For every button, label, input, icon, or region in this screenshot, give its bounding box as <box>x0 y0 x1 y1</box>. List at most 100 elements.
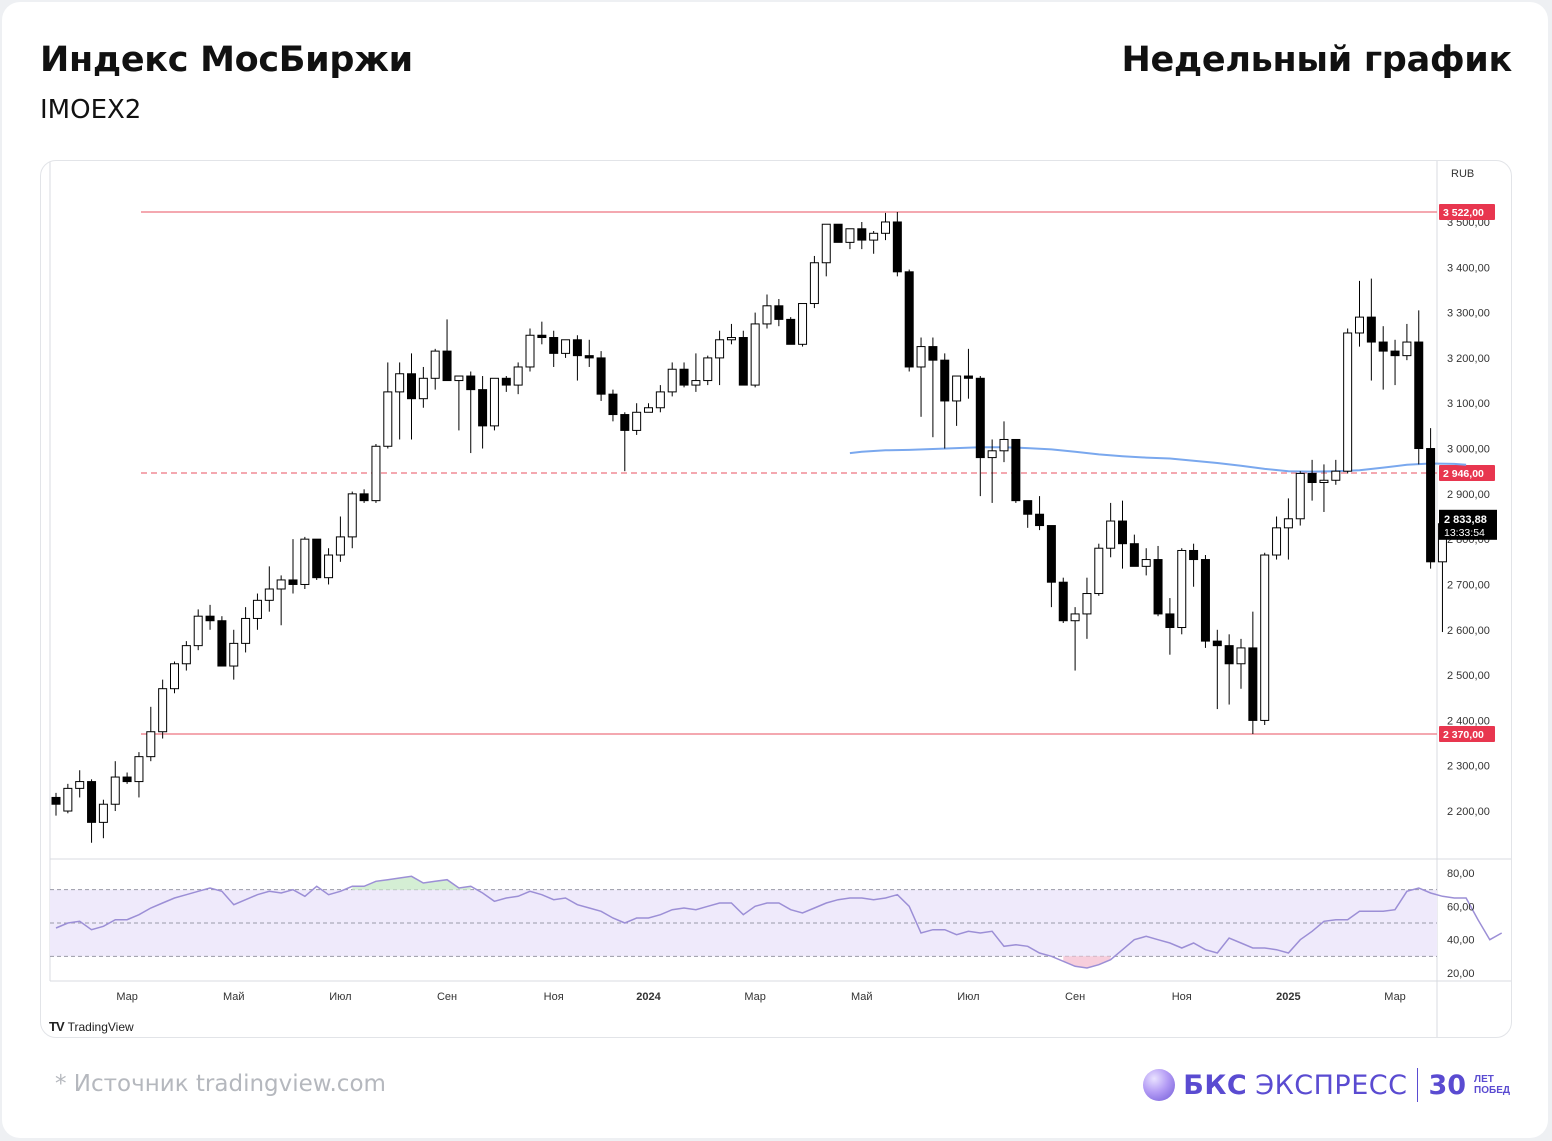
candle-body <box>762 305 772 325</box>
candle-body <box>1366 316 1376 343</box>
candle-body <box>857 228 867 241</box>
candle-body <box>1129 543 1139 567</box>
countdown-label: 13:33:54 <box>1444 527 1485 539</box>
source-note: * Источник tradingview.com <box>55 1071 386 1097</box>
candle-body <box>312 538 322 579</box>
candle-body <box>632 411 642 431</box>
candle-body <box>324 554 334 579</box>
candle-body <box>359 493 369 502</box>
candle-body <box>300 538 310 585</box>
candle-body <box>466 375 476 391</box>
candle-body <box>383 391 393 447</box>
time-tick-label: Сен <box>437 991 457 1003</box>
candle-body <box>478 389 488 427</box>
candle-body <box>1295 472 1305 520</box>
candle-body <box>608 393 618 416</box>
candle-body <box>217 620 227 667</box>
candle-body <box>1343 332 1353 472</box>
level-badge <box>1439 204 1495 220</box>
candle-body <box>276 579 286 590</box>
rsi-tick-label: 60,00 <box>1447 901 1475 913</box>
candle-body <box>869 232 879 241</box>
candle-body <box>1426 448 1436 563</box>
price-tick-label: 2 500,00 <box>1447 670 1490 682</box>
level-badge-label: 2 370,00 <box>1443 729 1484 741</box>
price-tick-label: 3 000,00 <box>1447 444 1490 456</box>
candle-body <box>833 223 843 243</box>
time-tick-label: Ноя <box>1172 991 1192 1003</box>
chart-title: Индекс МосБиржи <box>40 40 413 80</box>
candle-body <box>513 366 523 386</box>
candle-body <box>442 350 452 382</box>
price-tick-label: 2 700,00 <box>1447 579 1490 591</box>
candle-body <box>821 223 831 264</box>
candle-body <box>1224 645 1234 665</box>
candle-body <box>809 262 819 305</box>
candle-body <box>1189 549 1199 561</box>
candle-body <box>122 776 132 783</box>
candle-body <box>584 355 594 359</box>
candle-body <box>87 781 97 823</box>
rsi-line <box>55 875 1503 969</box>
price-tick-label: 2 600,00 <box>1447 625 1490 637</box>
candle-body <box>264 588 274 601</box>
tradingview-label: TradingView <box>67 1019 134 1034</box>
currency-label: RUB <box>1451 168 1474 180</box>
candle-body <box>655 391 665 409</box>
candle-body <box>1414 341 1424 450</box>
price-tick-label: 2 400,00 <box>1447 715 1490 727</box>
candle-body <box>1236 647 1246 665</box>
rsi-tick-label: 40,00 <box>1447 935 1475 947</box>
price-tick-label: 3 100,00 <box>1447 398 1490 410</box>
candle-body <box>1118 520 1127 545</box>
ticker-label: IMOEX2 <box>40 95 142 125</box>
brand-number: 30 <box>1428 1069 1467 1101</box>
candle-body <box>786 318 796 345</box>
candle-body <box>963 375 973 379</box>
candle-body <box>703 357 713 382</box>
price-tick-label: 3 400,00 <box>1447 262 1490 274</box>
price-tick-label: 2 300,00 <box>1447 761 1490 773</box>
time-tick-label: Мар <box>1384 991 1406 1003</box>
candle-body <box>691 380 701 386</box>
candle-body <box>1212 640 1222 647</box>
candle-body <box>241 617 251 644</box>
candle-body <box>288 579 298 585</box>
candle-body <box>561 339 571 354</box>
candle-body <box>335 536 345 556</box>
level-badge-label: 2 946,00 <box>1443 468 1484 480</box>
tradingview-logo[interactable]: TV TradingView <box>49 1019 134 1034</box>
candle-body <box>1106 520 1116 549</box>
price-tick-label: 2 200,00 <box>1447 806 1490 818</box>
candle-body <box>1355 316 1364 334</box>
candle-body <box>845 228 855 243</box>
price-tick-label: 3 200,00 <box>1447 353 1490 365</box>
last-price-label: 2 833,88 <box>1444 514 1487 526</box>
brand-logo: БКС ЭКСПРЕСС 30 ЛЕТ ПОБЕД <box>1143 1066 1510 1104</box>
candle-body <box>1082 593 1092 615</box>
rsi-tick-label: 20,00 <box>1447 968 1475 980</box>
candle-body <box>999 438 1009 452</box>
candle-body <box>1331 470 1341 481</box>
candle-body <box>1011 438 1021 502</box>
rsi-tick-label: 80,00 <box>1447 868 1475 880</box>
candle-body <box>158 688 168 733</box>
candle-body <box>1260 554 1270 721</box>
candle-body <box>1023 500 1033 515</box>
time-tick-label: Июл <box>957 991 979 1003</box>
candle-body <box>549 337 559 354</box>
candlestick-chart[interactable]: RUB 2 200,00 2 300,00 2 400,00 2 500,00 2 600… <box>41 161 1511 1037</box>
time-tick-label: Май <box>223 991 245 1003</box>
candle-body <box>644 407 653 413</box>
time-tick-label: Май <box>851 991 873 1003</box>
candle-body <box>347 493 357 538</box>
time-tick-label: 2025 <box>1276 991 1300 1003</box>
candle-body <box>63 787 73 812</box>
rsi-oversold-fill <box>1063 956 1111 968</box>
chart-frame[interactable]: RUB 2 200,00 2 300,00 2 400,00 2 500,00 2 600… <box>40 160 1512 1038</box>
candle-body <box>916 346 926 368</box>
candle-body <box>51 796 61 805</box>
candle-body <box>537 334 547 339</box>
candle-body <box>1141 559 1151 567</box>
brand-orb-icon <box>1143 1069 1176 1101</box>
